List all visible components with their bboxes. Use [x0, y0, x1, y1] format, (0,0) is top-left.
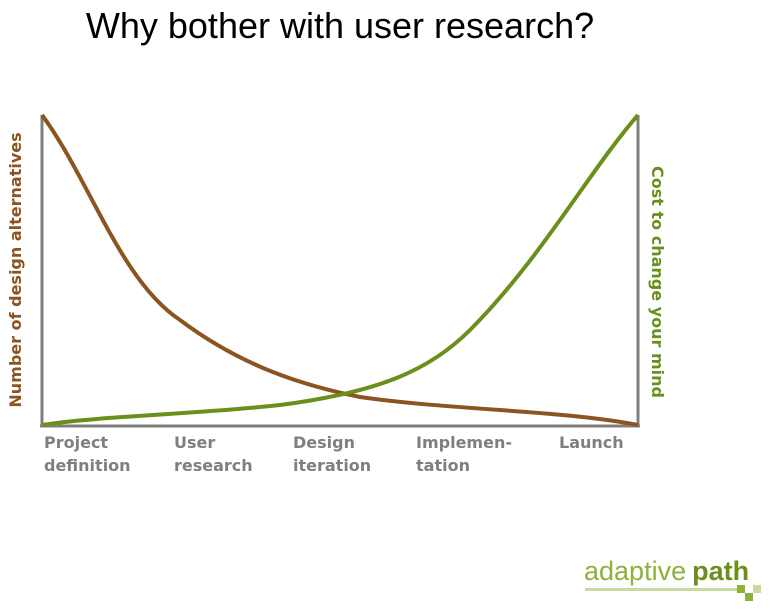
alternatives-curve [40, 113, 639, 427]
logo-first: adaptive [584, 556, 686, 586]
stage-label: Implemen- [416, 433, 512, 452]
logo-second: path [692, 556, 749, 586]
stage-label: tation [416, 456, 470, 475]
right-label: Cost to change your mind [648, 166, 667, 398]
stage-label: Launch [559, 433, 624, 452]
logo-step [753, 585, 761, 593]
slide-title: Why bother with user research? [86, 5, 594, 46]
left-label: Number of design alternatives [6, 132, 25, 407]
logo-step [737, 585, 745, 593]
cost-curve [41, 113, 640, 427]
logo: adaptive path [584, 556, 749, 586]
logo-step [745, 593, 753, 601]
stage-label: iteration [293, 456, 371, 475]
stage-label: Project [44, 433, 108, 452]
stage-label: Design [293, 433, 355, 452]
stage-label: User [174, 433, 215, 452]
stage-label: definition [44, 456, 131, 475]
stage-label: research [174, 456, 253, 475]
logo-bar [585, 588, 737, 591]
